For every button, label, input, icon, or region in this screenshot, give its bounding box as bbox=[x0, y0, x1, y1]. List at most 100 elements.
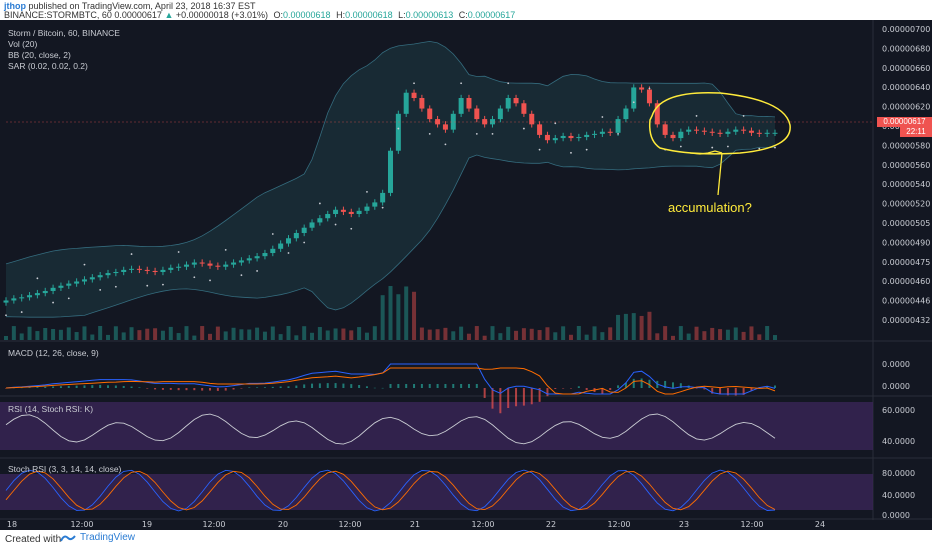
volume-bar bbox=[451, 331, 456, 340]
candle-body bbox=[490, 119, 496, 125]
chart-canvas[interactable]: 0.00000700 0.00000680 0.00000660 0.00000640… bbox=[0, 20, 932, 530]
time-axis-tick: 22 bbox=[546, 520, 556, 529]
candle-body bbox=[733, 129, 739, 132]
candle-body bbox=[639, 87, 645, 90]
volume-bar bbox=[27, 326, 32, 340]
sar-dot bbox=[554, 122, 557, 125]
sar-dot bbox=[679, 145, 682, 148]
macd-histogram-bar bbox=[122, 385, 125, 388]
macd-histogram-bar bbox=[138, 387, 141, 388]
volume-bar bbox=[372, 326, 377, 340]
candle-body bbox=[144, 269, 150, 271]
macd-histogram-bar bbox=[216, 388, 219, 391]
candle-body bbox=[168, 267, 174, 270]
tradingview-brand[interactable]: TradingView bbox=[60, 532, 135, 543]
price-axis-tick: 0.00000520 bbox=[882, 200, 930, 209]
volume-bar bbox=[66, 327, 71, 340]
volume-bar bbox=[294, 335, 299, 340]
sar-dot bbox=[475, 132, 478, 135]
volume-bar bbox=[639, 315, 644, 340]
candle-body bbox=[662, 124, 668, 135]
author-link[interactable]: jthop bbox=[4, 1, 26, 11]
volume-bar bbox=[176, 333, 181, 340]
macd-histogram-bar bbox=[318, 383, 321, 388]
sar-dot bbox=[83, 263, 86, 266]
volume-bar bbox=[404, 286, 409, 340]
macd-histogram-bar bbox=[193, 388, 196, 391]
volume-bar bbox=[443, 327, 448, 340]
candle-body bbox=[701, 130, 707, 132]
sar-dot bbox=[146, 284, 149, 287]
price-change: +0.00000018 (+3.01%) bbox=[175, 10, 268, 20]
candle-body bbox=[395, 113, 401, 151]
c-label: C: bbox=[458, 10, 468, 20]
volume-bar bbox=[725, 329, 730, 340]
time-axis-tick: 12:00 bbox=[338, 520, 361, 529]
macd-histogram-bar bbox=[530, 388, 533, 405]
candle-body bbox=[74, 281, 80, 284]
candle-body bbox=[254, 256, 260, 259]
candle-body bbox=[340, 209, 346, 212]
candle-body bbox=[505, 98, 511, 109]
candle-body bbox=[576, 137, 582, 139]
candle-body bbox=[631, 87, 637, 109]
volume-bar bbox=[278, 334, 283, 340]
macd-histogram-bar bbox=[326, 383, 329, 388]
candle-body bbox=[293, 232, 299, 239]
volume-bar bbox=[702, 331, 707, 340]
candle-body bbox=[199, 262, 205, 264]
macd-axis-tick: 0.0000 bbox=[882, 360, 910, 369]
macd-histogram-bar bbox=[538, 388, 541, 402]
volume-bar bbox=[506, 326, 511, 340]
time-axis-tick: 12:00 bbox=[740, 520, 763, 529]
candle-body bbox=[27, 295, 33, 298]
volume-bar bbox=[545, 327, 550, 340]
candle-body bbox=[615, 119, 621, 133]
candle-body bbox=[607, 131, 613, 133]
price-axis-tick: 0.00000540 bbox=[882, 180, 930, 189]
sar-dot bbox=[130, 253, 133, 255]
h-label: H: bbox=[336, 10, 346, 20]
tradingview-logo-icon bbox=[60, 534, 76, 541]
candle-body bbox=[529, 113, 535, 125]
l-label: L: bbox=[398, 10, 406, 20]
rsi-band bbox=[0, 402, 873, 450]
candle-body bbox=[474, 108, 480, 120]
stoch-pane-label: Stoch RSI (3, 3, 14, 14, close) bbox=[8, 464, 122, 474]
candle-body bbox=[497, 108, 503, 120]
last-price-tag: 0.00000617 bbox=[877, 117, 932, 127]
macd-histogram-bar bbox=[373, 387, 376, 389]
sar-dot bbox=[271, 233, 274, 235]
sar-dot bbox=[366, 190, 368, 193]
price-axis-tick: 0.00000446 bbox=[882, 297, 930, 306]
candle-body bbox=[129, 268, 135, 270]
candle-body bbox=[223, 264, 229, 267]
macd-histogram-bar bbox=[287, 386, 290, 388]
macd-histogram-bar bbox=[311, 383, 314, 388]
publish-header: jthop published on TradingView.com, Apri… bbox=[0, 0, 932, 20]
sar-dot bbox=[695, 115, 698, 117]
sar-dot bbox=[570, 151, 572, 154]
sar-dot bbox=[36, 277, 39, 280]
volume-bar bbox=[317, 327, 322, 340]
volume-bar bbox=[255, 327, 260, 340]
volume-bar bbox=[325, 330, 330, 340]
volume-bar bbox=[553, 332, 558, 340]
macd-histogram-bar bbox=[632, 378, 635, 388]
volume-bar bbox=[396, 294, 401, 340]
rsi-axis-tick: 40.0000 bbox=[882, 437, 915, 446]
candle-body bbox=[772, 132, 778, 134]
macd-histogram-bar bbox=[664, 380, 667, 388]
bar-countdown: 22:11 bbox=[900, 127, 932, 137]
macd-histogram-bar bbox=[381, 387, 384, 389]
candle-body bbox=[709, 131, 715, 133]
candle-body bbox=[403, 92, 409, 114]
macd-histogram-bar bbox=[460, 384, 463, 388]
macd-histogram-bar bbox=[263, 387, 266, 388]
o-value: 0.00000618 bbox=[283, 10, 331, 20]
sar-dot bbox=[585, 148, 588, 151]
sar-dot bbox=[727, 145, 729, 148]
chart-area[interactable]: 0.00000700 0.00000680 0.00000660 0.00000640… bbox=[0, 20, 932, 530]
sar-dot bbox=[711, 146, 714, 149]
volume-bar bbox=[670, 335, 675, 340]
